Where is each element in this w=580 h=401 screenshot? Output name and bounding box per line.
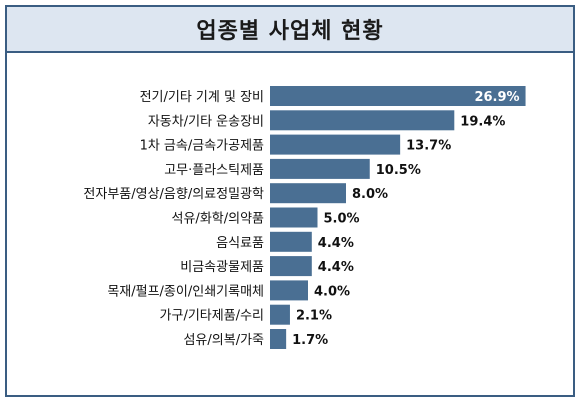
chart-frame: 업종별 사업체 현황 전기/기타 기계 및 장비 26.9% 자동차/기타 운송장비… [5, 5, 575, 397]
category-label-5: 석유/화학/의약품 [172, 212, 265, 227]
title-bar: 업종별 사업체 현황 [7, 7, 573, 53]
bar-9 [270, 304, 290, 325]
category-label-10: 섬유/의복/가죽 [183, 333, 264, 348]
value-label-6: 4.4% [318, 236, 354, 251]
bar-0 [270, 86, 526, 106]
category-label-0: 전기/기타 기계 및 장비 [140, 90, 264, 105]
value-label-7: 4.4% [318, 260, 354, 275]
chart-title: 업종별 사업체 현황 [196, 19, 384, 44]
bar-1 [270, 110, 455, 131]
bar-3 [270, 158, 370, 179]
value-label-8: 4.0% [314, 284, 350, 299]
category-label-7: 비금속광물제품 [180, 260, 264, 275]
category-label-9: 가구/기타제품/수리 [160, 309, 264, 324]
bar-6 [270, 231, 312, 252]
bar-2 [270, 134, 401, 155]
value-label-5: 5.0% [324, 212, 360, 227]
category-label-8: 목재/펄프/종이/인쇄기록매체 [107, 284, 264, 299]
bar-4 [270, 183, 346, 204]
bar-8 [270, 280, 308, 301]
bar-7 [270, 256, 312, 277]
bar-10 [270, 329, 287, 349]
bar-chart: 전기/기타 기계 및 장비 26.9% 자동차/기타 운송장비 19.4% 1차 금속/… [83, 86, 526, 349]
value-label-3: 10.5% [376, 163, 421, 178]
value-label-4: 8.0% [352, 187, 388, 202]
bar-5 [270, 207, 318, 228]
category-label-2: 1차 금속/금속가공제품 [140, 139, 264, 154]
value-label-0: 26.9% [474, 90, 519, 105]
value-label-2: 13.7% [406, 139, 451, 154]
value-label-10: 1.7% [292, 333, 328, 348]
value-label-9: 2.1% [296, 309, 332, 324]
category-label-6: 음식료품 [216, 236, 264, 251]
category-label-4: 전자부품/영상/음향/의료정밀광학 [83, 187, 264, 202]
value-label-1: 19.4% [460, 114, 505, 129]
category-label-3: 고무·플라스틱제품 [164, 163, 264, 178]
category-label-1: 자동차/기타 운송장비 [148, 114, 264, 129]
